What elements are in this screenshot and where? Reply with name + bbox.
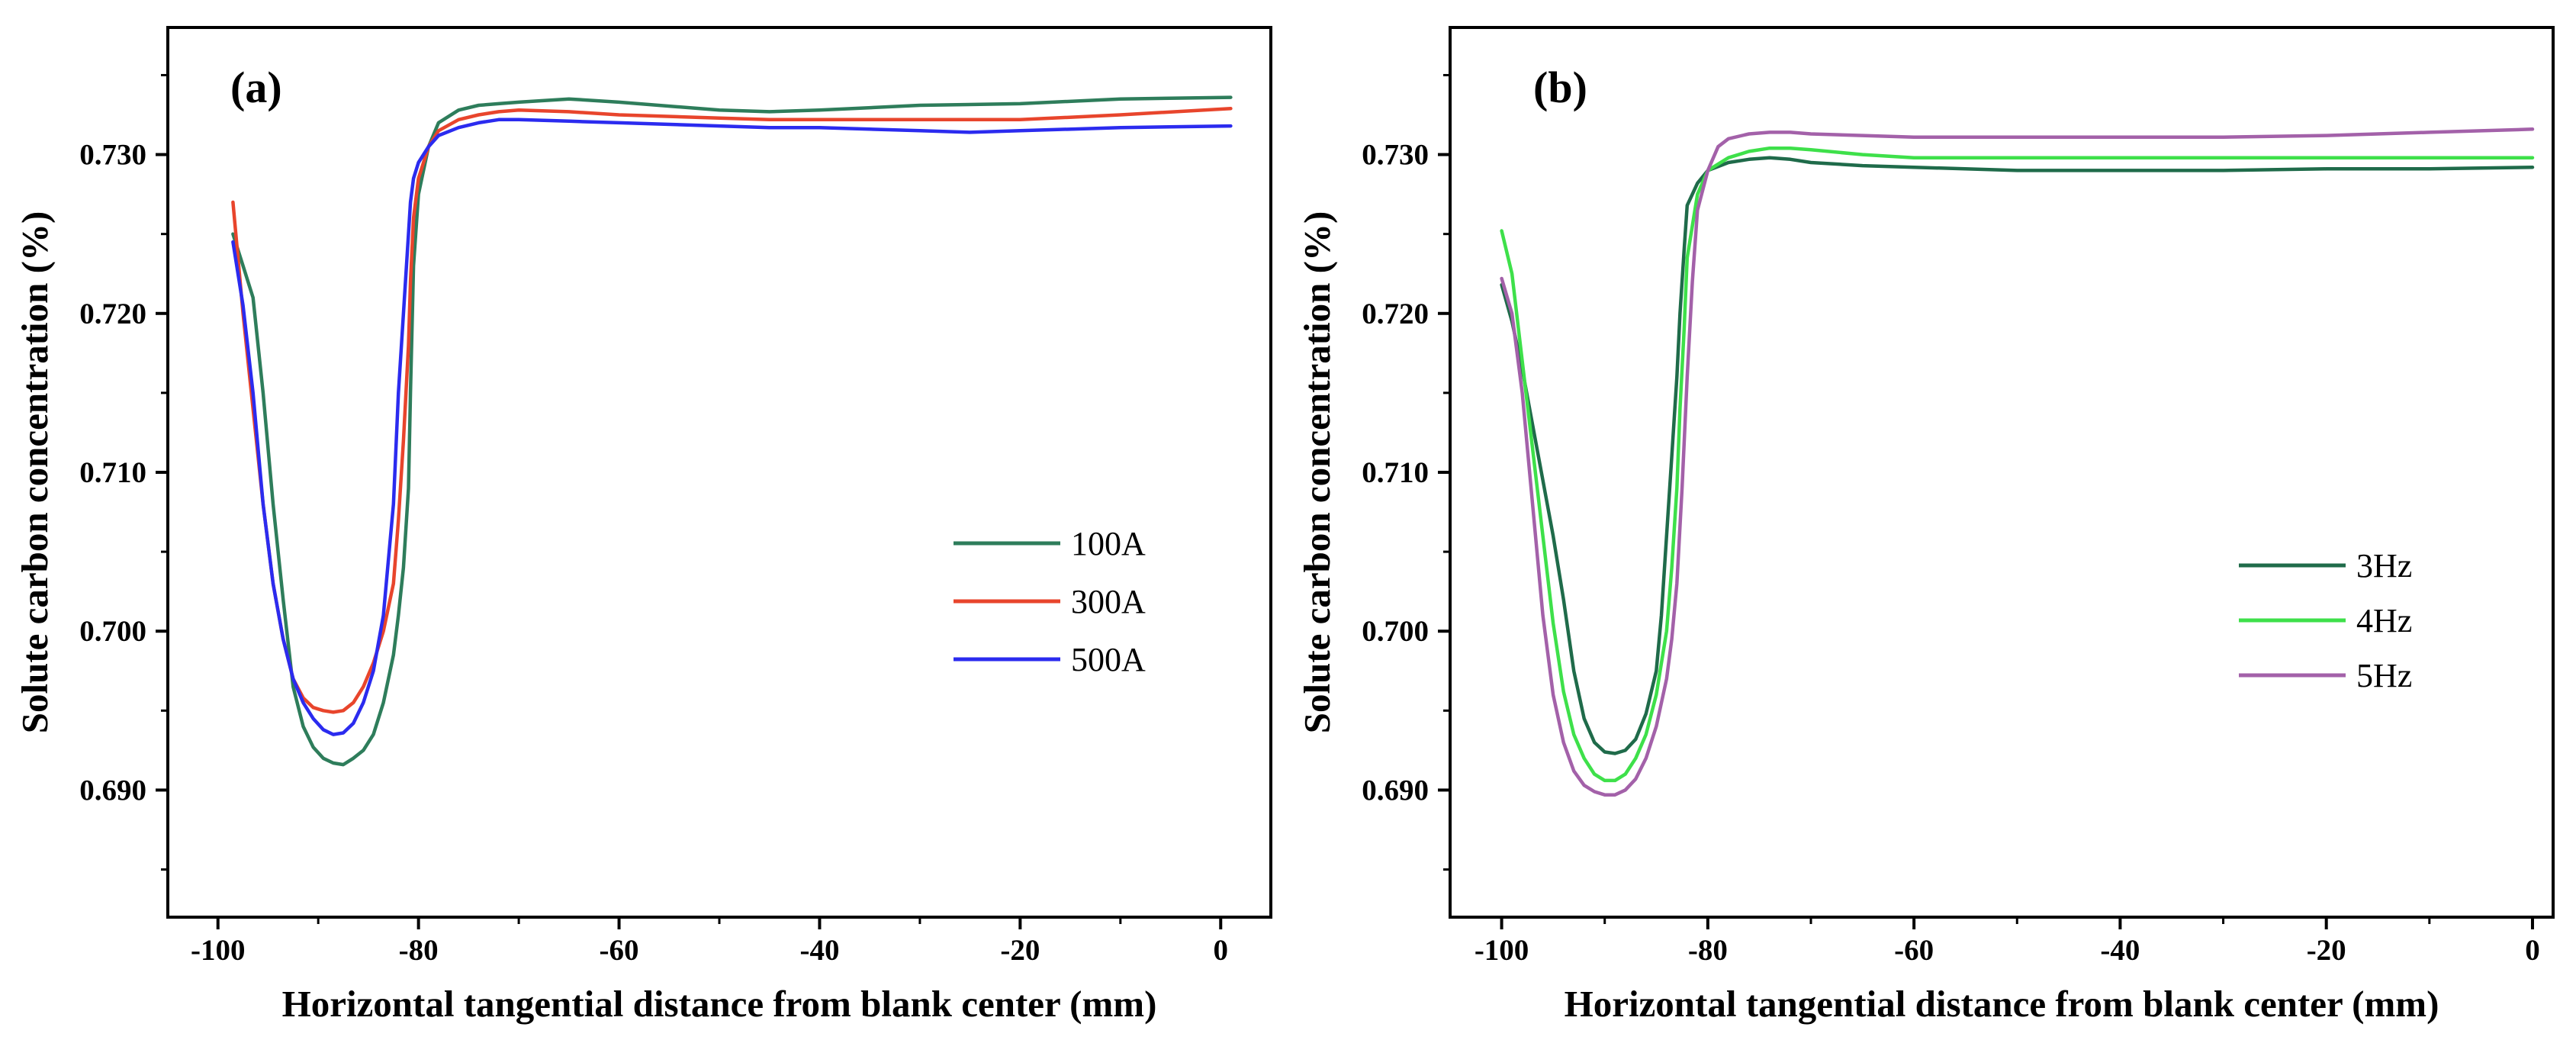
series-layer-b <box>1500 127 2535 797</box>
y-axis-label-b: Solute carbon concentration (%) <box>1296 211 1338 734</box>
x-axis-label-b: Horizontal tangential distance from blan… <box>1565 983 2439 1025</box>
legend-label-500a: 500A <box>1071 641 1146 678</box>
panel-label-a: (a) <box>230 63 282 112</box>
y-tick-label: 0.700 <box>79 615 146 648</box>
plot-frame-a <box>166 26 1272 919</box>
y-axis-b: 0.690 0.700 0.710 0.720 0.730 <box>1362 73 1450 871</box>
series-line-100a <box>231 95 1233 767</box>
y-tick-label: 0.690 <box>79 774 146 807</box>
chart-panel-a: (a) -100 -80 -60 -40 -20 0 0.690 0.700 0.710 0.7… <box>14 26 1272 1025</box>
y-tick-label: 0.730 <box>79 139 146 172</box>
legend-a: 100A 300A 500A <box>954 525 1146 678</box>
x-axis-a: -100 -80 -60 -40 -20 0 <box>191 917 1228 967</box>
chart-panel-b: (b) -100 -80 -60 -40 -20 0 0.690 0.700 0.710 0.7… <box>1296 26 2555 1025</box>
y-axis-a: 0.690 0.700 0.710 0.720 0.730 <box>79 73 168 871</box>
legend-label-3hz: 3Hz <box>2356 547 2412 584</box>
legend-label-5hz: 5Hz <box>2356 657 2412 694</box>
legend-label-4hz: 4Hz <box>2356 602 2412 639</box>
plot-frame-b <box>1449 26 2555 919</box>
y-tick-label: 0.720 <box>1362 298 1429 330</box>
series-line-3hz <box>1500 156 2535 755</box>
y-tick-label: 0.710 <box>79 456 146 489</box>
x-tick-label: -20 <box>1000 934 1040 967</box>
x-tick-label: -60 <box>1894 934 1934 967</box>
series-layer-a <box>231 95 1233 767</box>
x-tick-label: -20 <box>2307 934 2346 967</box>
y-tick-label: 0.710 <box>1362 456 1429 489</box>
x-axis-b: -100 -80 -60 -40 -20 0 <box>1475 917 2540 967</box>
x-axis-label-a: Horizontal tangential distance from blan… <box>282 983 1157 1025</box>
y-tick-label: 0.730 <box>1362 139 1429 172</box>
y-tick-label: 0.720 <box>79 298 146 330</box>
x-tick-label: -40 <box>2100 934 2140 967</box>
legend-label-300a: 300A <box>1071 583 1146 620</box>
x-tick-label: -40 <box>799 934 839 967</box>
panel-label-b: (b) <box>1533 63 1587 112</box>
x-tick-label: -80 <box>1688 934 1728 967</box>
legend-label-100a: 100A <box>1071 525 1146 562</box>
y-axis-label-a: Solute carbon concentration (%) <box>14 211 56 734</box>
x-tick-label: 0 <box>1214 934 1229 967</box>
y-tick-label: 0.690 <box>1362 774 1429 807</box>
legend-b: 3Hz 4Hz 5Hz <box>2239 547 2412 694</box>
y-tick-label: 0.700 <box>1362 615 1429 648</box>
series-line-500a <box>231 118 1233 736</box>
x-tick-label: -80 <box>399 934 439 967</box>
x-tick-label: -100 <box>1475 934 1529 967</box>
x-tick-label: 0 <box>2525 934 2540 967</box>
series-line-5hz <box>1500 127 2535 797</box>
x-tick-label: -100 <box>191 934 246 967</box>
x-tick-label: -60 <box>600 934 639 967</box>
series-line-4hz <box>1500 146 2535 783</box>
